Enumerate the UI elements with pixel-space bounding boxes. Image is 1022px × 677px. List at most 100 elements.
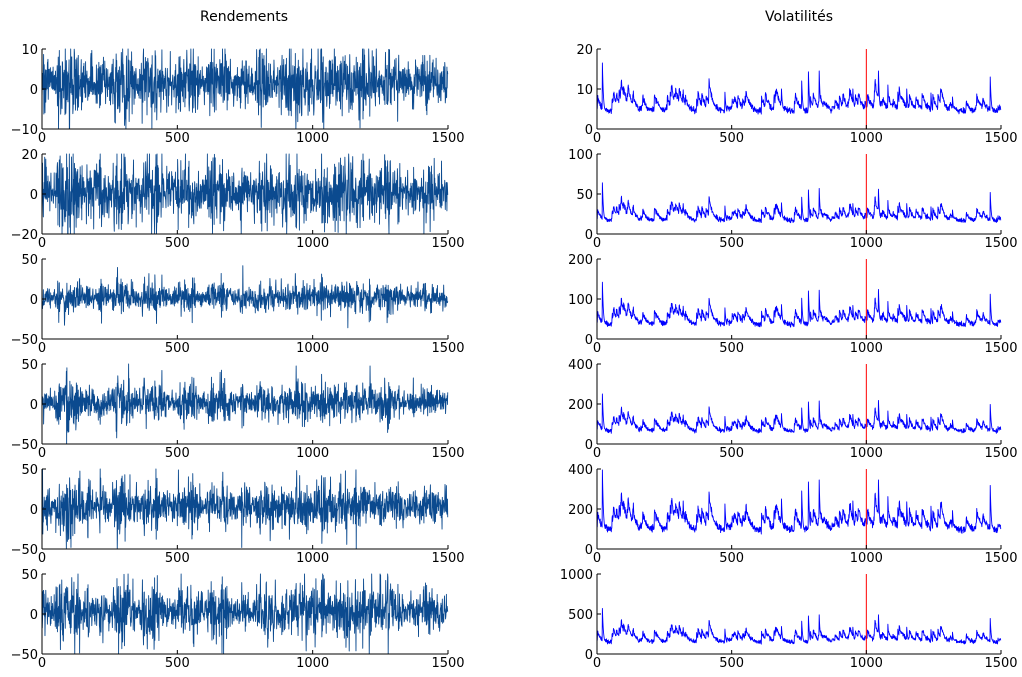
panel-volatility-2: 0 500 1000 1500 0 50 100 (568, 148, 1017, 251)
y-tick-label-returns-2-1: 0 (30, 188, 38, 203)
series-line-volatility-3 (596, 281, 1002, 328)
y-tick-label-volatility-1-1: 10 (576, 83, 593, 98)
series-line-returns-2 (41, 153, 449, 235)
y-tick-label-volatility-6-2: 1000 (560, 568, 593, 583)
y-tick-label-volatility-1-2: 20 (576, 43, 593, 58)
x-tick-label-returns-6-0: 0 (38, 656, 46, 671)
panel-volatility-1: 0 500 1000 1500 0 10 20 (576, 43, 1017, 146)
y-tick-label-volatility-2-0: 0 (585, 228, 593, 243)
x-tick-label-returns-3-1000: 1000 (296, 341, 329, 356)
y-tick-label-volatility-4-1: 200 (568, 398, 593, 413)
x-tick-label-returns-4-1000: 1000 (296, 446, 329, 461)
y-tick-label-returns-1-2: 10 (21, 43, 38, 58)
x-tick-label-returns-4-500: 500 (165, 446, 190, 461)
x-tick-label-returns-6-500: 500 (165, 656, 190, 671)
y-tick-label-returns-2-0: −20 (11, 228, 38, 243)
x-tick-label-returns-6-1000: 1000 (296, 656, 329, 671)
x-tick-label-returns-1-1000: 1000 (296, 131, 329, 146)
x-tick-label-volatility-6-0: 0 (593, 656, 601, 671)
x-tick-label-volatility-1-1500: 1500 (984, 131, 1017, 146)
y-tick-label-volatility-3-2: 200 (568, 253, 593, 268)
y-tick-label-returns-6-0: −50 (11, 648, 38, 663)
x-tick-label-volatility-3-1500: 1500 (984, 341, 1017, 356)
x-tick-label-returns-1-1500: 1500 (431, 131, 464, 146)
x-tick-label-returns-2-0: 0 (38, 236, 46, 251)
series-line-returns-3 (41, 265, 449, 329)
y-tick-label-returns-2-2: 20 (21, 148, 38, 163)
y-tick-label-volatility-1-0: 0 (585, 123, 593, 138)
x-tick-label-volatility-3-0: 0 (593, 341, 601, 356)
y-tick-label-returns-4-2: 50 (21, 358, 38, 373)
y-tick-label-returns-4-0: −50 (11, 438, 38, 453)
x-tick-label-returns-3-0: 0 (38, 341, 46, 356)
y-tick-label-volatility-5-1: 200 (568, 503, 593, 518)
x-tick-label-volatility-2-0: 0 (593, 236, 601, 251)
x-tick-label-volatility-6-500: 500 (719, 656, 744, 671)
x-tick-label-volatility-5-1000: 1000 (850, 551, 883, 566)
y-tick-label-volatility-4-2: 400 (568, 358, 593, 373)
y-tick-label-volatility-3-1: 100 (568, 293, 593, 308)
x-tick-label-returns-6-1500: 1500 (431, 656, 464, 671)
x-tick-label-returns-5-1500: 1500 (431, 551, 464, 566)
series-line-volatility-6 (596, 607, 1002, 645)
x-tick-label-volatility-5-500: 500 (719, 551, 744, 566)
y-tick-label-returns-6-2: 50 (21, 568, 38, 583)
series-line-returns-4 (41, 363, 449, 445)
series-line-returns-6 (41, 573, 449, 655)
y-tick-label-returns-1-0: −10 (11, 123, 38, 138)
x-tick-label-volatility-5-1500: 1500 (984, 551, 1017, 566)
x-tick-label-returns-3-500: 500 (165, 341, 190, 356)
x-tick-label-volatility-1-1000: 1000 (850, 131, 883, 146)
x-tick-label-volatility-3-1000: 1000 (850, 341, 883, 356)
x-tick-label-returns-2-1500: 1500 (431, 236, 464, 251)
y-tick-label-volatility-5-0: 0 (585, 543, 593, 558)
x-tick-label-volatility-4-1000: 1000 (850, 446, 883, 461)
y-tick-label-returns-4-1: 0 (30, 398, 38, 413)
x-tick-label-volatility-1-0: 0 (593, 131, 601, 146)
x-tick-label-returns-5-1000: 1000 (296, 551, 329, 566)
x-tick-label-returns-2-500: 500 (165, 236, 190, 251)
panel-volatility-6: 0 500 1000 1500 0 500 1000 (560, 568, 1018, 671)
x-tick-label-returns-3-1500: 1500 (431, 341, 464, 356)
y-tick-label-returns-1-1: 0 (30, 83, 38, 98)
series-line-returns-1 (41, 48, 449, 130)
series-line-volatility-1 (596, 62, 1002, 115)
series-line-returns-5 (41, 468, 449, 550)
x-tick-label-volatility-4-500: 500 (719, 446, 744, 461)
series-line-volatility-4 (596, 393, 1002, 434)
panel-volatility-3: 0 500 1000 1500 0 100 200 (568, 253, 1017, 356)
x-tick-label-volatility-5-0: 0 (593, 551, 601, 566)
x-tick-label-volatility-1-500: 500 (719, 131, 744, 146)
y-tick-label-returns-5-0: −50 (11, 543, 38, 558)
x-tick-label-volatility-4-0: 0 (593, 446, 601, 461)
y-tick-label-volatility-4-0: 0 (585, 438, 593, 453)
x-tick-label-volatility-4-1500: 1500 (984, 446, 1017, 461)
y-tick-label-returns-3-1: 0 (30, 293, 38, 308)
series-line-volatility-5 (596, 469, 1002, 535)
y-tick-label-volatility-5-2: 400 (568, 463, 593, 478)
x-tick-label-returns-5-500: 500 (165, 551, 190, 566)
x-tick-label-returns-4-0: 0 (38, 446, 46, 461)
y-tick-label-volatility-6-1: 500 (568, 608, 593, 623)
panel-volatility-4: 0 500 1000 1500 0 200 400 (568, 358, 1017, 461)
x-tick-label-returns-2-1000: 1000 (296, 236, 329, 251)
x-tick-label-volatility-2-1500: 1500 (984, 236, 1017, 251)
x-tick-label-returns-1-500: 500 (165, 131, 190, 146)
right-column-title: Volatilités (765, 9, 833, 25)
y-tick-label-returns-3-0: −50 (11, 333, 38, 348)
panel-volatility-5: 0 500 1000 1500 0 200 400 (568, 463, 1017, 566)
y-tick-label-volatility-2-1: 50 (576, 188, 593, 203)
left-column-title: Rendements (200, 9, 288, 25)
y-tick-label-volatility-3-0: 0 (585, 333, 593, 348)
x-tick-label-returns-1-0: 0 (38, 131, 46, 146)
y-tick-label-returns-3-2: 50 (21, 253, 38, 268)
x-tick-label-volatility-3-500: 500 (719, 341, 744, 356)
y-tick-label-returns-5-2: 50 (21, 463, 38, 478)
y-tick-label-returns-6-1: 0 (30, 608, 38, 623)
